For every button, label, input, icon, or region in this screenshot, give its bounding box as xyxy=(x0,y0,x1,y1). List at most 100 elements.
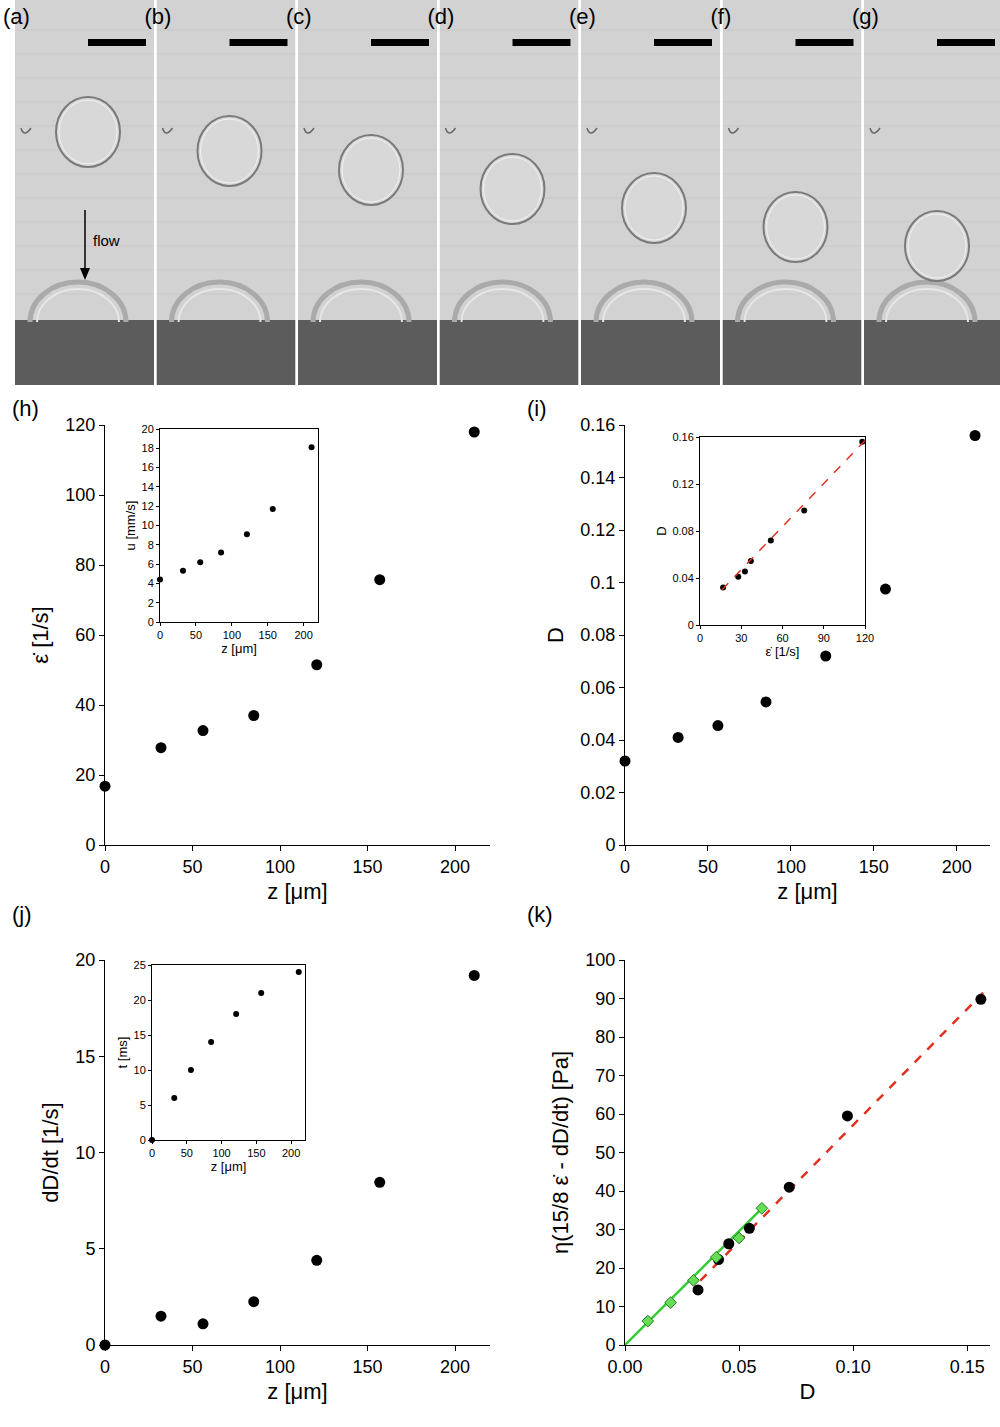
svg-text:0: 0 xyxy=(85,1335,95,1355)
svg-text:0: 0 xyxy=(85,835,95,855)
svg-text:10: 10 xyxy=(142,519,154,531)
svg-text:100: 100 xyxy=(223,629,241,641)
svg-text:(h): (h) xyxy=(12,396,39,421)
svg-text:(k): (k) xyxy=(527,902,553,927)
svg-text:200: 200 xyxy=(294,629,312,641)
svg-text:(e): (e) xyxy=(569,4,596,29)
svg-text:90: 90 xyxy=(818,632,830,644)
svg-text:20: 20 xyxy=(142,423,154,435)
svg-text:50: 50 xyxy=(698,857,718,877)
svg-text:0.04: 0.04 xyxy=(672,572,693,584)
svg-text:z [μm]: z [μm] xyxy=(267,879,327,904)
svg-text:0.12: 0.12 xyxy=(580,520,615,540)
svg-text:10: 10 xyxy=(75,1143,95,1163)
svg-text:200: 200 xyxy=(282,1147,300,1159)
svg-text:40: 40 xyxy=(595,1181,615,1201)
svg-text:60: 60 xyxy=(776,632,788,644)
svg-text:z [μm]: z [μm] xyxy=(221,641,257,656)
svg-text:D: D xyxy=(543,627,568,643)
svg-text:ε̇ [1/s]: ε̇ [1/s] xyxy=(766,644,800,659)
svg-text:200: 200 xyxy=(440,1357,470,1377)
svg-text:150: 150 xyxy=(352,857,382,877)
svg-text:0.1: 0.1 xyxy=(590,573,615,593)
svg-text:10: 10 xyxy=(595,1297,615,1317)
svg-text:80: 80 xyxy=(75,555,95,575)
svg-text:z [μm]: z [μm] xyxy=(211,1159,247,1174)
svg-text:150: 150 xyxy=(259,629,277,641)
svg-text:100: 100 xyxy=(212,1147,230,1159)
svg-text:18: 18 xyxy=(142,442,154,454)
svg-text:30: 30 xyxy=(595,1220,615,1240)
svg-text:100: 100 xyxy=(585,950,615,970)
svg-text:(f): (f) xyxy=(711,4,732,29)
svg-text:0.14: 0.14 xyxy=(580,468,615,488)
svg-text:0.05: 0.05 xyxy=(722,1357,757,1377)
svg-text:(g): (g) xyxy=(852,4,879,29)
svg-text:30: 30 xyxy=(735,632,747,644)
svg-text:0: 0 xyxy=(688,619,694,631)
svg-text:0: 0 xyxy=(605,1335,615,1355)
svg-text:0.08: 0.08 xyxy=(672,525,693,537)
svg-text:4: 4 xyxy=(148,577,154,589)
svg-text:150: 150 xyxy=(247,1147,265,1159)
svg-text:50: 50 xyxy=(595,1143,615,1163)
svg-text:12: 12 xyxy=(142,500,154,512)
svg-text:5: 5 xyxy=(85,1239,95,1259)
svg-text:20: 20 xyxy=(75,950,95,970)
svg-text:0.16: 0.16 xyxy=(672,431,693,443)
svg-text:(c): (c) xyxy=(286,4,312,29)
svg-text:100: 100 xyxy=(776,857,806,877)
svg-text:20: 20 xyxy=(134,994,146,1006)
svg-text:100: 100 xyxy=(65,485,95,505)
svg-text:D: D xyxy=(800,1379,816,1404)
svg-text:50: 50 xyxy=(190,629,202,641)
svg-text:150: 150 xyxy=(352,1357,382,1377)
svg-text:0.15: 0.15 xyxy=(950,1357,985,1377)
svg-text:15: 15 xyxy=(134,1029,146,1041)
svg-text:14: 14 xyxy=(142,481,154,493)
svg-text:20: 20 xyxy=(595,1258,615,1278)
svg-text:50: 50 xyxy=(182,857,202,877)
svg-text:0.08: 0.08 xyxy=(580,625,615,645)
svg-text:90: 90 xyxy=(595,989,615,1009)
svg-text:0.06: 0.06 xyxy=(580,678,615,698)
svg-text:(j): (j) xyxy=(12,902,32,927)
svg-text:0.00: 0.00 xyxy=(607,1357,642,1377)
svg-text:100: 100 xyxy=(265,1357,295,1377)
svg-text:10: 10 xyxy=(134,1064,146,1076)
svg-text:70: 70 xyxy=(595,1066,615,1086)
svg-text:200: 200 xyxy=(942,857,972,877)
svg-text:0: 0 xyxy=(140,1134,146,1146)
svg-text:0: 0 xyxy=(157,629,163,641)
svg-text:0: 0 xyxy=(100,1357,110,1377)
svg-text:D: D xyxy=(654,526,669,535)
svg-text:15: 15 xyxy=(75,1047,95,1067)
svg-text:150: 150 xyxy=(859,857,889,877)
svg-text:(b): (b) xyxy=(145,4,172,29)
svg-text:0.12: 0.12 xyxy=(672,478,693,490)
svg-text:0.10: 0.10 xyxy=(836,1357,871,1377)
svg-text:80: 80 xyxy=(595,1027,615,1047)
svg-text:flow: flow xyxy=(93,232,120,249)
svg-text:120: 120 xyxy=(856,632,874,644)
svg-text:0: 0 xyxy=(149,1147,155,1159)
svg-text:0.02: 0.02 xyxy=(580,783,615,803)
svg-text:u [mm/s]: u [mm/s] xyxy=(123,501,138,551)
svg-text:40: 40 xyxy=(75,695,95,715)
svg-text:0: 0 xyxy=(697,632,703,644)
svg-text:60: 60 xyxy=(75,625,95,645)
svg-text:(d): (d) xyxy=(428,4,455,29)
svg-text:0: 0 xyxy=(605,835,615,855)
svg-text:t [ms]: t [ms] xyxy=(115,1037,130,1069)
svg-text:(i): (i) xyxy=(527,396,547,421)
svg-text:z [μm]: z [μm] xyxy=(267,1379,327,1404)
svg-text:50: 50 xyxy=(182,1357,202,1377)
svg-text:dD/dt [1/s]: dD/dt [1/s] xyxy=(38,1102,63,1202)
svg-text:0: 0 xyxy=(620,857,630,877)
svg-text:0: 0 xyxy=(100,857,110,877)
svg-text:200: 200 xyxy=(440,857,470,877)
svg-text:120: 120 xyxy=(65,415,95,435)
svg-text:8: 8 xyxy=(148,539,154,551)
svg-text:η(15/8 ε̇ - dD/dt) [Pa]: η(15/8 ε̇ - dD/dt) [Pa] xyxy=(548,1051,573,1254)
svg-text:100: 100 xyxy=(265,857,295,877)
